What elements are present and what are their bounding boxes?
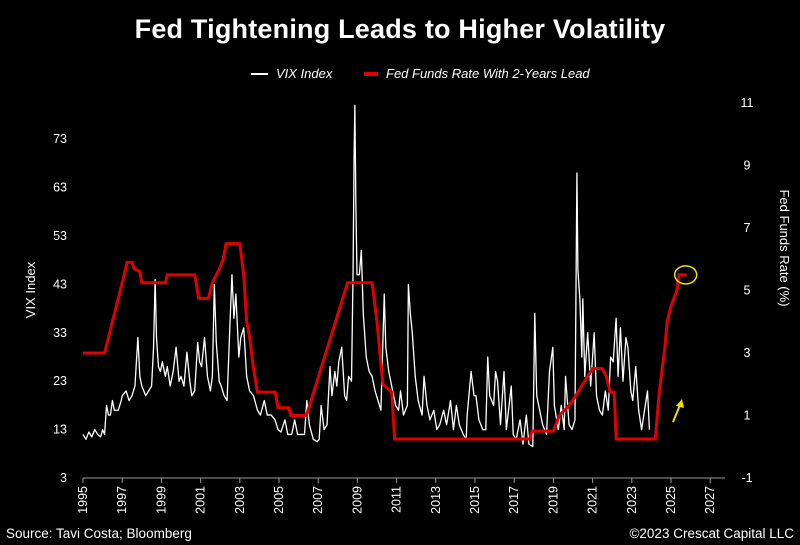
arrow-up-icon bbox=[672, 404, 681, 423]
y-right-tick-label: 9 bbox=[744, 159, 751, 173]
arrow-head-icon bbox=[676, 399, 684, 408]
x-tick-label: 2007 bbox=[311, 486, 325, 514]
x-tick-label: 2005 bbox=[272, 486, 286, 514]
legend-label-vix: VIX Index bbox=[276, 66, 333, 81]
x-tick-label: 1997 bbox=[115, 486, 129, 514]
series-line-vix bbox=[82, 104, 651, 448]
x-tick-label: 2023 bbox=[625, 486, 639, 514]
y-left-tick-label: 63 bbox=[53, 181, 67, 195]
y-left-tick-label: 43 bbox=[53, 277, 67, 291]
y-left-tick-label: 3 bbox=[60, 471, 67, 485]
legend-swatch-fed-funds bbox=[364, 71, 378, 76]
y-right-tick-label: -1 bbox=[741, 471, 752, 485]
highlight-circle bbox=[673, 265, 698, 285]
legend-label-fed-funds: Fed Funds Rate With 2-Years Lead bbox=[386, 66, 590, 81]
x-tick-label: 1995 bbox=[76, 486, 90, 514]
y-axis-right-label: Fed Funds Rate (%) bbox=[777, 189, 792, 306]
y-left-tick-label: 33 bbox=[53, 326, 67, 340]
x-tick-label: 2011 bbox=[390, 486, 404, 513]
y-axis-left-label: VIX Index bbox=[23, 261, 38, 318]
y-right-tick-label: 5 bbox=[744, 284, 751, 298]
x-tick-label: 2017 bbox=[507, 486, 521, 514]
y-left-tick-label: 13 bbox=[53, 423, 67, 437]
x-tick-label: 2003 bbox=[233, 486, 247, 514]
y-right-tick-label: 1 bbox=[744, 409, 751, 423]
legend-swatch-vix bbox=[251, 72, 268, 75]
y-left-tick-label: 73 bbox=[53, 132, 67, 146]
y-left-tick-label: 23 bbox=[53, 374, 67, 388]
x-tick-label: 2001 bbox=[194, 486, 208, 514]
x-tick-label: 2027 bbox=[703, 486, 717, 514]
copyright-note: ©2023 Crescat Capital LLC bbox=[629, 526, 794, 541]
x-tick-label: 2025 bbox=[664, 486, 678, 514]
y-right-tick-label: 3 bbox=[744, 346, 751, 360]
y-right-tick-label: 7 bbox=[744, 221, 751, 235]
x-tick-label: 2019 bbox=[546, 486, 560, 514]
legend-item-fed-funds: Fed Funds Rate With 2-Years Lead bbox=[364, 66, 590, 81]
y-left-tick-label: 53 bbox=[53, 229, 67, 243]
x-tick-label: 2009 bbox=[350, 486, 364, 514]
x-tick-label: 1999 bbox=[154, 486, 168, 514]
x-tick-label: 2013 bbox=[429, 486, 443, 514]
chart-title: Fed Tightening Leads to Higher Volatilit… bbox=[134, 14, 666, 44]
legend-item-vix: VIX Index bbox=[251, 66, 332, 81]
x-tick-label: 2015 bbox=[468, 486, 482, 514]
y-right-tick-label: 11 bbox=[741, 96, 754, 110]
x-tick-label: 2021 bbox=[586, 486, 600, 514]
series-line-fed-funds bbox=[83, 242, 687, 441]
source-note: Source: Tavi Costa; Bloomberg bbox=[6, 526, 192, 541]
